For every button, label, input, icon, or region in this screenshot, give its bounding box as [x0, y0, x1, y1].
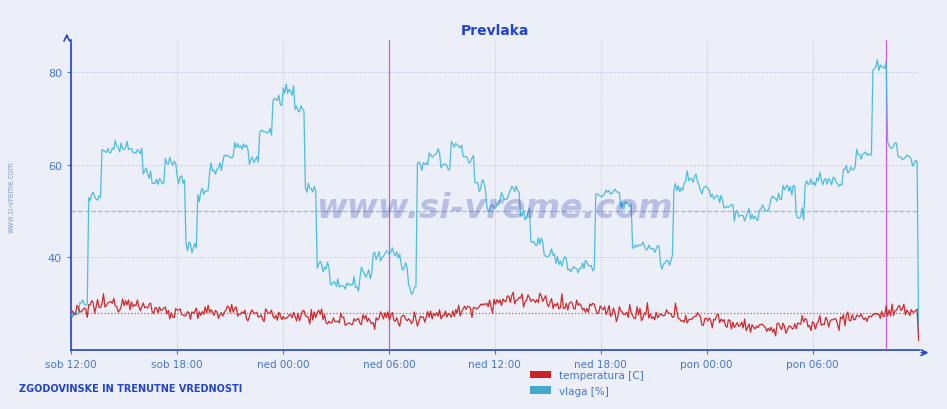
Text: ZGODOVINSKE IN TRENUTNE VREDNOSTI: ZGODOVINSKE IN TRENUTNE VREDNOSTI [19, 383, 242, 393]
Text: www.si-vreme.com: www.si-vreme.com [316, 191, 673, 224]
Text: www.si-vreme.com: www.si-vreme.com [7, 160, 16, 232]
Title: Prevlaka: Prevlaka [460, 25, 529, 38]
Legend: temperatura [C], vlaga [%]: temperatura [C], vlaga [%] [526, 366, 649, 400]
